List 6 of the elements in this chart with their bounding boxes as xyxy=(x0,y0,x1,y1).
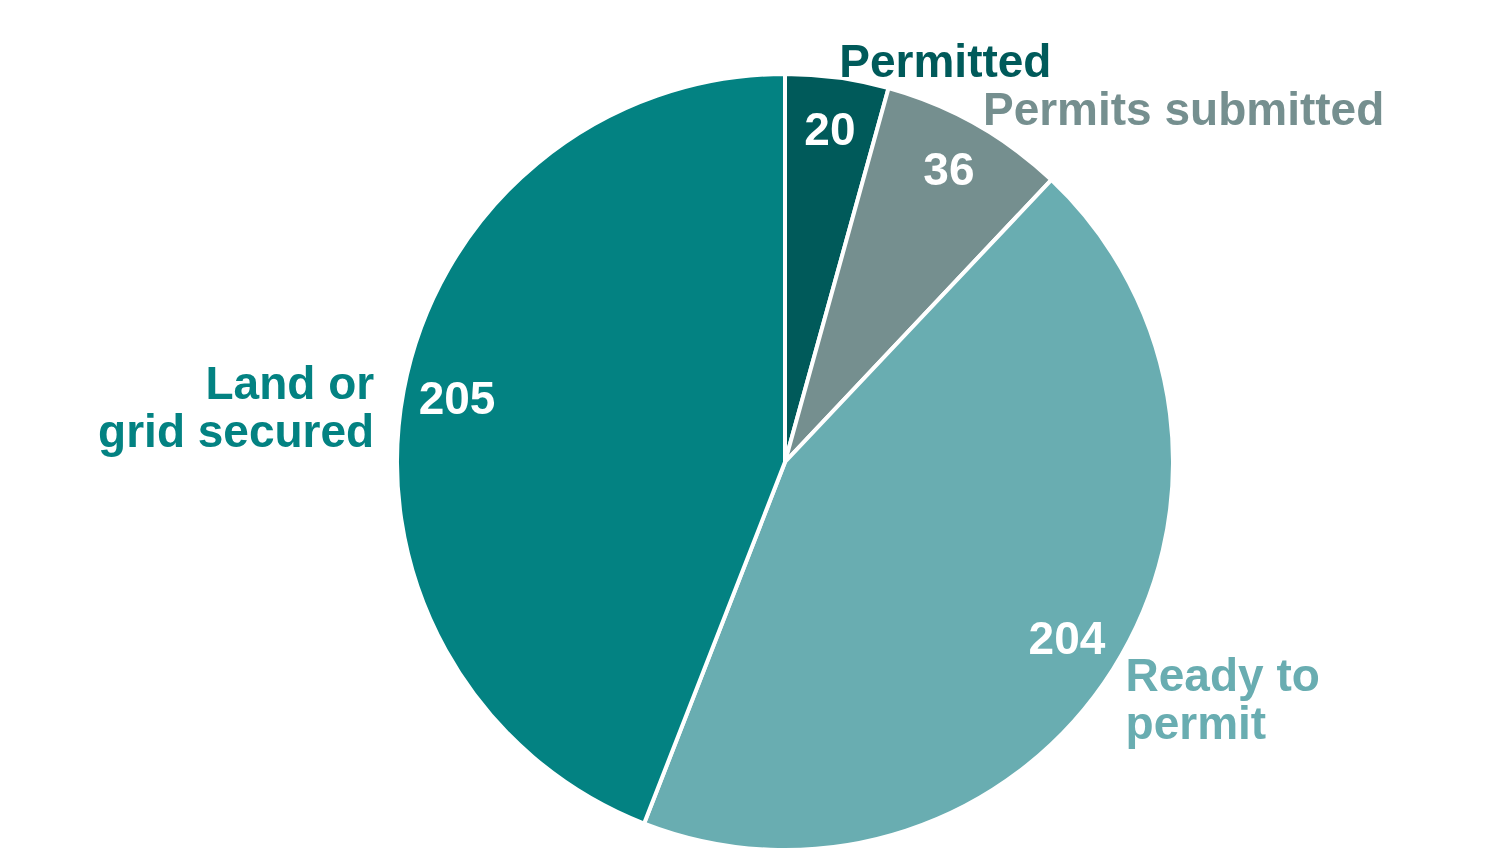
data-label: 20 xyxy=(804,103,856,156)
slice-label: Ready to permit xyxy=(1125,649,1320,750)
data-label: 36 xyxy=(923,143,975,196)
data-label: 205 xyxy=(418,372,496,425)
slice-label: Land or grid secured xyxy=(98,356,375,457)
data-label: 204 xyxy=(1028,612,1106,665)
